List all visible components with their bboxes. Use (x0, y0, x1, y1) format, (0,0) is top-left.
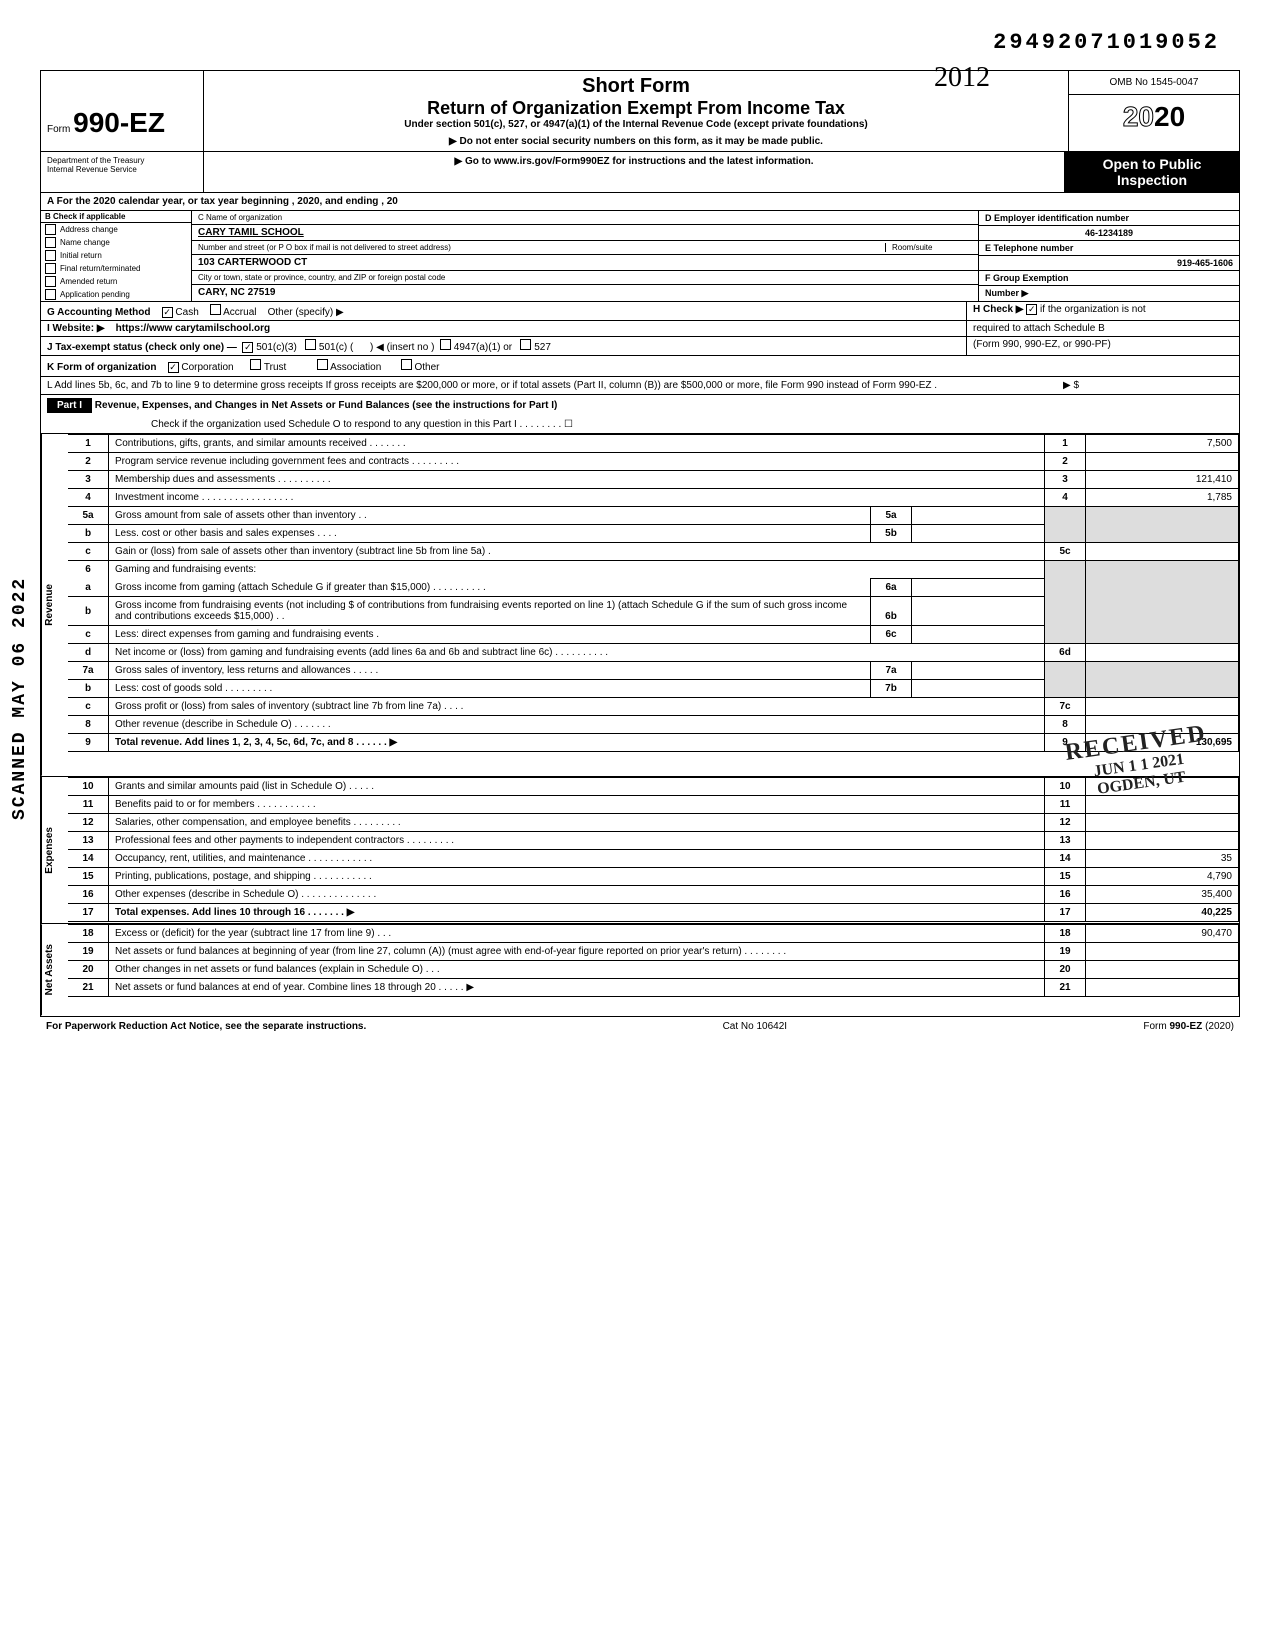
check-4947[interactable] (440, 339, 451, 350)
scanned-stamp: SCANNED MAY 06 2022 (10, 577, 30, 820)
phone: 919-465-1606 (979, 256, 1239, 271)
check-accrual[interactable] (210, 304, 221, 315)
check-other[interactable] (401, 359, 412, 370)
dept-cell: Department of the Treasury Internal Reve… (41, 152, 204, 192)
revenue-label: Revenue (41, 434, 68, 776)
check-501c3[interactable]: ✓ (242, 342, 253, 353)
check-initial-return[interactable]: Initial return (41, 249, 191, 262)
check-corp[interactable]: ✓ (168, 362, 179, 373)
row-g-accounting: G Accounting Method ✓ Cash Accrual Other… (41, 302, 967, 320)
expenses-label: Expenses (41, 777, 68, 924)
check-527[interactable] (520, 339, 531, 350)
row-a-tax-year: A For the 2020 calendar year, or tax yea… (41, 193, 1239, 211)
check-address-change[interactable]: Address change (41, 223, 191, 236)
page-footer: For Paperwork Reduction Act Notice, see … (40, 1017, 1240, 1036)
check-final-return[interactable]: Final return/terminated (41, 262, 191, 275)
row-h: H Check ▶ ✓ if the organization is not (967, 302, 1239, 320)
row-i-website: I Website: ▶ https://www carytamilschool… (41, 321, 967, 336)
check-application-pending[interactable]: Application pending (41, 288, 191, 301)
col-b-checkboxes: B Check if applicable Address change Nam… (41, 211, 192, 301)
check-trust[interactable] (250, 359, 261, 370)
omb-year-cell: OMB No 1545-0047 2020 (1069, 71, 1239, 151)
org-name: CARY TAMIL SCHOOL (192, 225, 978, 241)
check-amended-return[interactable]: Amended return (41, 275, 191, 288)
col-d-e-f: D Employer identification number 46-1234… (979, 211, 1239, 301)
net-assets-label: Net Assets (41, 924, 68, 1015)
row-l: L Add lines 5b, 6c, and 7b to line 9 to … (41, 377, 1239, 395)
expenses-table: 10Grants and similar amounts paid (list … (68, 777, 1239, 922)
col-c-org-info: C Name of organization CARY TAMIL SCHOOL… (192, 211, 979, 301)
form-number: 990-EZ (73, 107, 165, 138)
check-name-change[interactable]: Name change (41, 236, 191, 249)
open-public: Open to Public Inspection (1065, 152, 1239, 192)
net-assets-table: 18Excess or (deficit) for the year (subt… (68, 924, 1239, 997)
check-cash[interactable]: ✓ (162, 307, 173, 318)
form-ref: Form 990-EZ (2020) (1143, 1021, 1234, 1032)
row-k-form-org: K Form of organization ✓ Corporation Tru… (41, 356, 1239, 377)
form-990ez: Form 990-EZ Short Form Return of Organiz… (40, 70, 1240, 1017)
part-1-header: Part I Revenue, Expenses, and Changes in… (41, 395, 1239, 434)
dln-number: 29492071019052 (993, 30, 1220, 55)
form-number-cell: Form 990-EZ (41, 71, 204, 151)
goto-cell: ▶ Go to www.irs.gov/Form990EZ for instru… (204, 152, 1065, 192)
revenue-table: 1Contributions, gifts, grants, and simil… (68, 434, 1239, 752)
handwritten-year: 2012 (934, 62, 990, 94)
check-501c[interactable] (305, 339, 316, 350)
row-j-tax-status: J Tax-exempt status (check only one) — ✓… (41, 337, 967, 355)
check-h[interactable]: ✓ (1026, 304, 1037, 315)
ein: 46-1234189 (979, 226, 1239, 241)
org-city: CARY, NC 27519 (192, 285, 978, 300)
check-assoc[interactable] (317, 359, 328, 370)
org-street: 103 CARTERWOOD CT (192, 255, 978, 271)
